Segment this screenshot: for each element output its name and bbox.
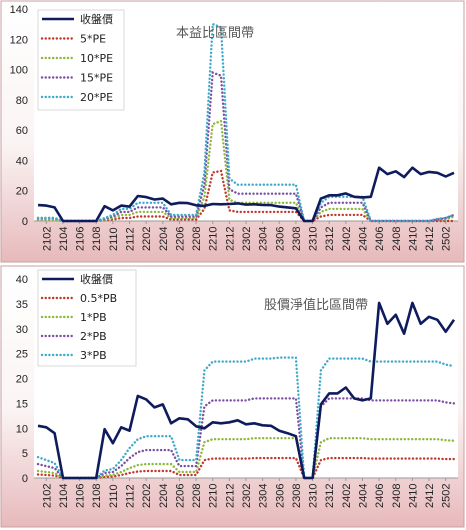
pb-y-tick-label: 35 xyxy=(16,299,28,311)
pe-y-tick-label: 40 xyxy=(16,155,28,167)
pe-x-tick-label: 2212 xyxy=(224,227,236,251)
pe-x-tick-label: 2110 xyxy=(108,227,120,251)
pb-x-tick-label: 2302 xyxy=(241,484,253,508)
pb-series-0 xyxy=(37,301,456,480)
pb-legend-label: 2*PB xyxy=(80,330,107,343)
pe-y-tick-label: 20 xyxy=(16,186,28,198)
pe-y-tick-label: 120 xyxy=(10,34,28,46)
pe-x-tick-label: 2406 xyxy=(374,227,386,251)
pe-x-tick-label: 2202 xyxy=(141,227,153,251)
pb-legend-label: 1*PB xyxy=(80,311,107,324)
pe-legend-box xyxy=(37,9,125,111)
pe-series-4 xyxy=(36,22,456,223)
pe-series-0 xyxy=(37,166,455,223)
pb-series-1 xyxy=(36,456,456,480)
pe-legend-label: 15*PE xyxy=(80,72,113,85)
pe-x-tick-label: 2102 xyxy=(41,227,53,251)
pb-legend-box xyxy=(37,269,137,367)
pb-x-tick-label: 2404 xyxy=(357,484,369,508)
pe-x-tick-label: 2108 xyxy=(91,227,103,251)
pe-legend-label: 10*PE xyxy=(80,52,113,65)
pb-x-tick-label: 2208 xyxy=(191,484,203,508)
pe-series-lines xyxy=(36,22,456,223)
pb-y-tick-label: 25 xyxy=(16,349,28,361)
pe-x-tick-label: 2312 xyxy=(324,227,336,251)
pe-y-tick-label: 140 xyxy=(10,4,28,16)
pb-x-tick-label: 2304 xyxy=(258,484,270,508)
pe-x-tick-label: 2502 xyxy=(441,227,453,251)
pe-x-tick-label: 2310 xyxy=(308,227,320,251)
pb-y-tick-label: 0 xyxy=(22,473,28,485)
pe-x-tick-label: 2412 xyxy=(424,227,436,251)
pe-x-axis: 2102 2104 2106 2108 2110 2112 2202 2204 2206 2208… xyxy=(34,220,458,251)
pb-x-tick-label: 2402 xyxy=(341,484,353,508)
pe-x-tick-label: 2404 xyxy=(357,227,369,251)
pb-legend-label: 0.5*PB xyxy=(80,292,117,305)
pe-x-tick-label: 2308 xyxy=(291,227,303,251)
pe-y-tick-label: 0 xyxy=(22,216,28,228)
pb-x-tick-label: 2106 xyxy=(75,484,87,508)
pb-band-chart: 0 5 10 15 20 25 30 35 40 2102 2104 2106 2108 2110 211… xyxy=(0,265,465,528)
pe-y-tick-label: 60 xyxy=(16,125,28,137)
pe-chart-title: 本益比區間帶 xyxy=(176,26,254,41)
pb-x-tick-label: 2310 xyxy=(308,484,320,508)
pb-series-3 xyxy=(36,397,456,480)
pb-x-tick-label: 2206 xyxy=(174,484,186,508)
pe-x-tick-label: 2408 xyxy=(391,227,403,251)
pe-x-tick-label: 2402 xyxy=(341,227,353,251)
pb-x-tick-label: 2202 xyxy=(141,484,153,508)
pb-x-tick-label: 2306 xyxy=(274,484,286,508)
pb-y-axis: 0 5 10 15 20 25 30 35 40 xyxy=(16,274,28,485)
pb-y-tick-label: 30 xyxy=(16,324,28,336)
pb-y-tick-label: 20 xyxy=(16,374,28,386)
pe-legend: 收盤價 5*PE 10*PE 15*PE 20*PE xyxy=(37,9,125,111)
pe-x-tick-label: 2302 xyxy=(241,227,253,251)
pb-x-tick-label: 2406 xyxy=(374,484,386,508)
pb-chart-title: 股價淨值比區間帶 xyxy=(264,297,368,313)
pb-y-tick-label: 15 xyxy=(16,398,28,410)
pe-legend-label: 5*PE xyxy=(80,33,106,46)
pb-x-tick-label: 2410 xyxy=(407,484,419,508)
pe-x-tick-label: 2104 xyxy=(58,227,70,251)
pe-x-tick-label: 2112 xyxy=(125,227,137,251)
pe-legend-label: 收盤價 xyxy=(80,12,113,26)
pb-x-tick-label: 2108 xyxy=(91,484,103,508)
pb-legend: 收盤價 0.5*PB 1*PB 2*PB 3*PB xyxy=(37,269,137,367)
pb-x-tick-label: 2112 xyxy=(125,484,137,508)
pb-x-tick-label: 2212 xyxy=(224,484,236,508)
pe-x-tick-label: 2206 xyxy=(174,227,186,251)
pb-x-tick-label: 2412 xyxy=(424,484,436,508)
pb-x-tick-label: 2312 xyxy=(324,484,336,508)
pe-x-tick-label: 2410 xyxy=(407,227,419,251)
pb-x-axis: 2102 2104 2106 2108 2110 2112 2202 2204 2206 2208… xyxy=(34,477,458,508)
pe-y-axis: 0 20 40 60 80 100 120 140 xyxy=(10,4,28,228)
pe-x-tick-label: 2106 xyxy=(75,227,87,251)
pb-series-4 xyxy=(36,356,456,480)
pb-series-lines xyxy=(36,301,456,480)
pb-x-tick-label: 2110 xyxy=(108,484,120,508)
pb-y-tick-label: 40 xyxy=(16,274,28,286)
pb-x-tick-label: 2102 xyxy=(41,484,53,508)
pe-x-tick-label: 2204 xyxy=(158,227,170,251)
pe-x-tick-label: 2208 xyxy=(191,227,203,251)
pb-x-tick-label: 2210 xyxy=(208,484,220,508)
pb-x-tick-label: 2502 xyxy=(441,484,453,508)
pb-y-tick-label: 10 xyxy=(16,423,28,435)
pe-x-tick-label: 2306 xyxy=(274,227,286,251)
pb-x-tick-label: 2104 xyxy=(58,484,70,508)
pb-x-tick-label: 2308 xyxy=(291,484,303,508)
pe-legend-label: 20*PE xyxy=(80,91,113,104)
pb-series-2 xyxy=(36,437,456,480)
pb-x-tick-label: 2408 xyxy=(391,484,403,508)
pe-x-tick-label: 2210 xyxy=(208,227,220,251)
pe-x-tick-label: 2304 xyxy=(258,227,270,251)
pe-y-tick-label: 80 xyxy=(16,95,28,107)
pb-x-tick-label: 2204 xyxy=(158,484,170,508)
pb-y-tick-label: 5 xyxy=(22,448,28,460)
pb-legend-label: 3*PB xyxy=(80,349,107,362)
pb-legend-label: 收盤價 xyxy=(80,272,113,286)
pe-y-tick-label: 100 xyxy=(10,65,28,77)
